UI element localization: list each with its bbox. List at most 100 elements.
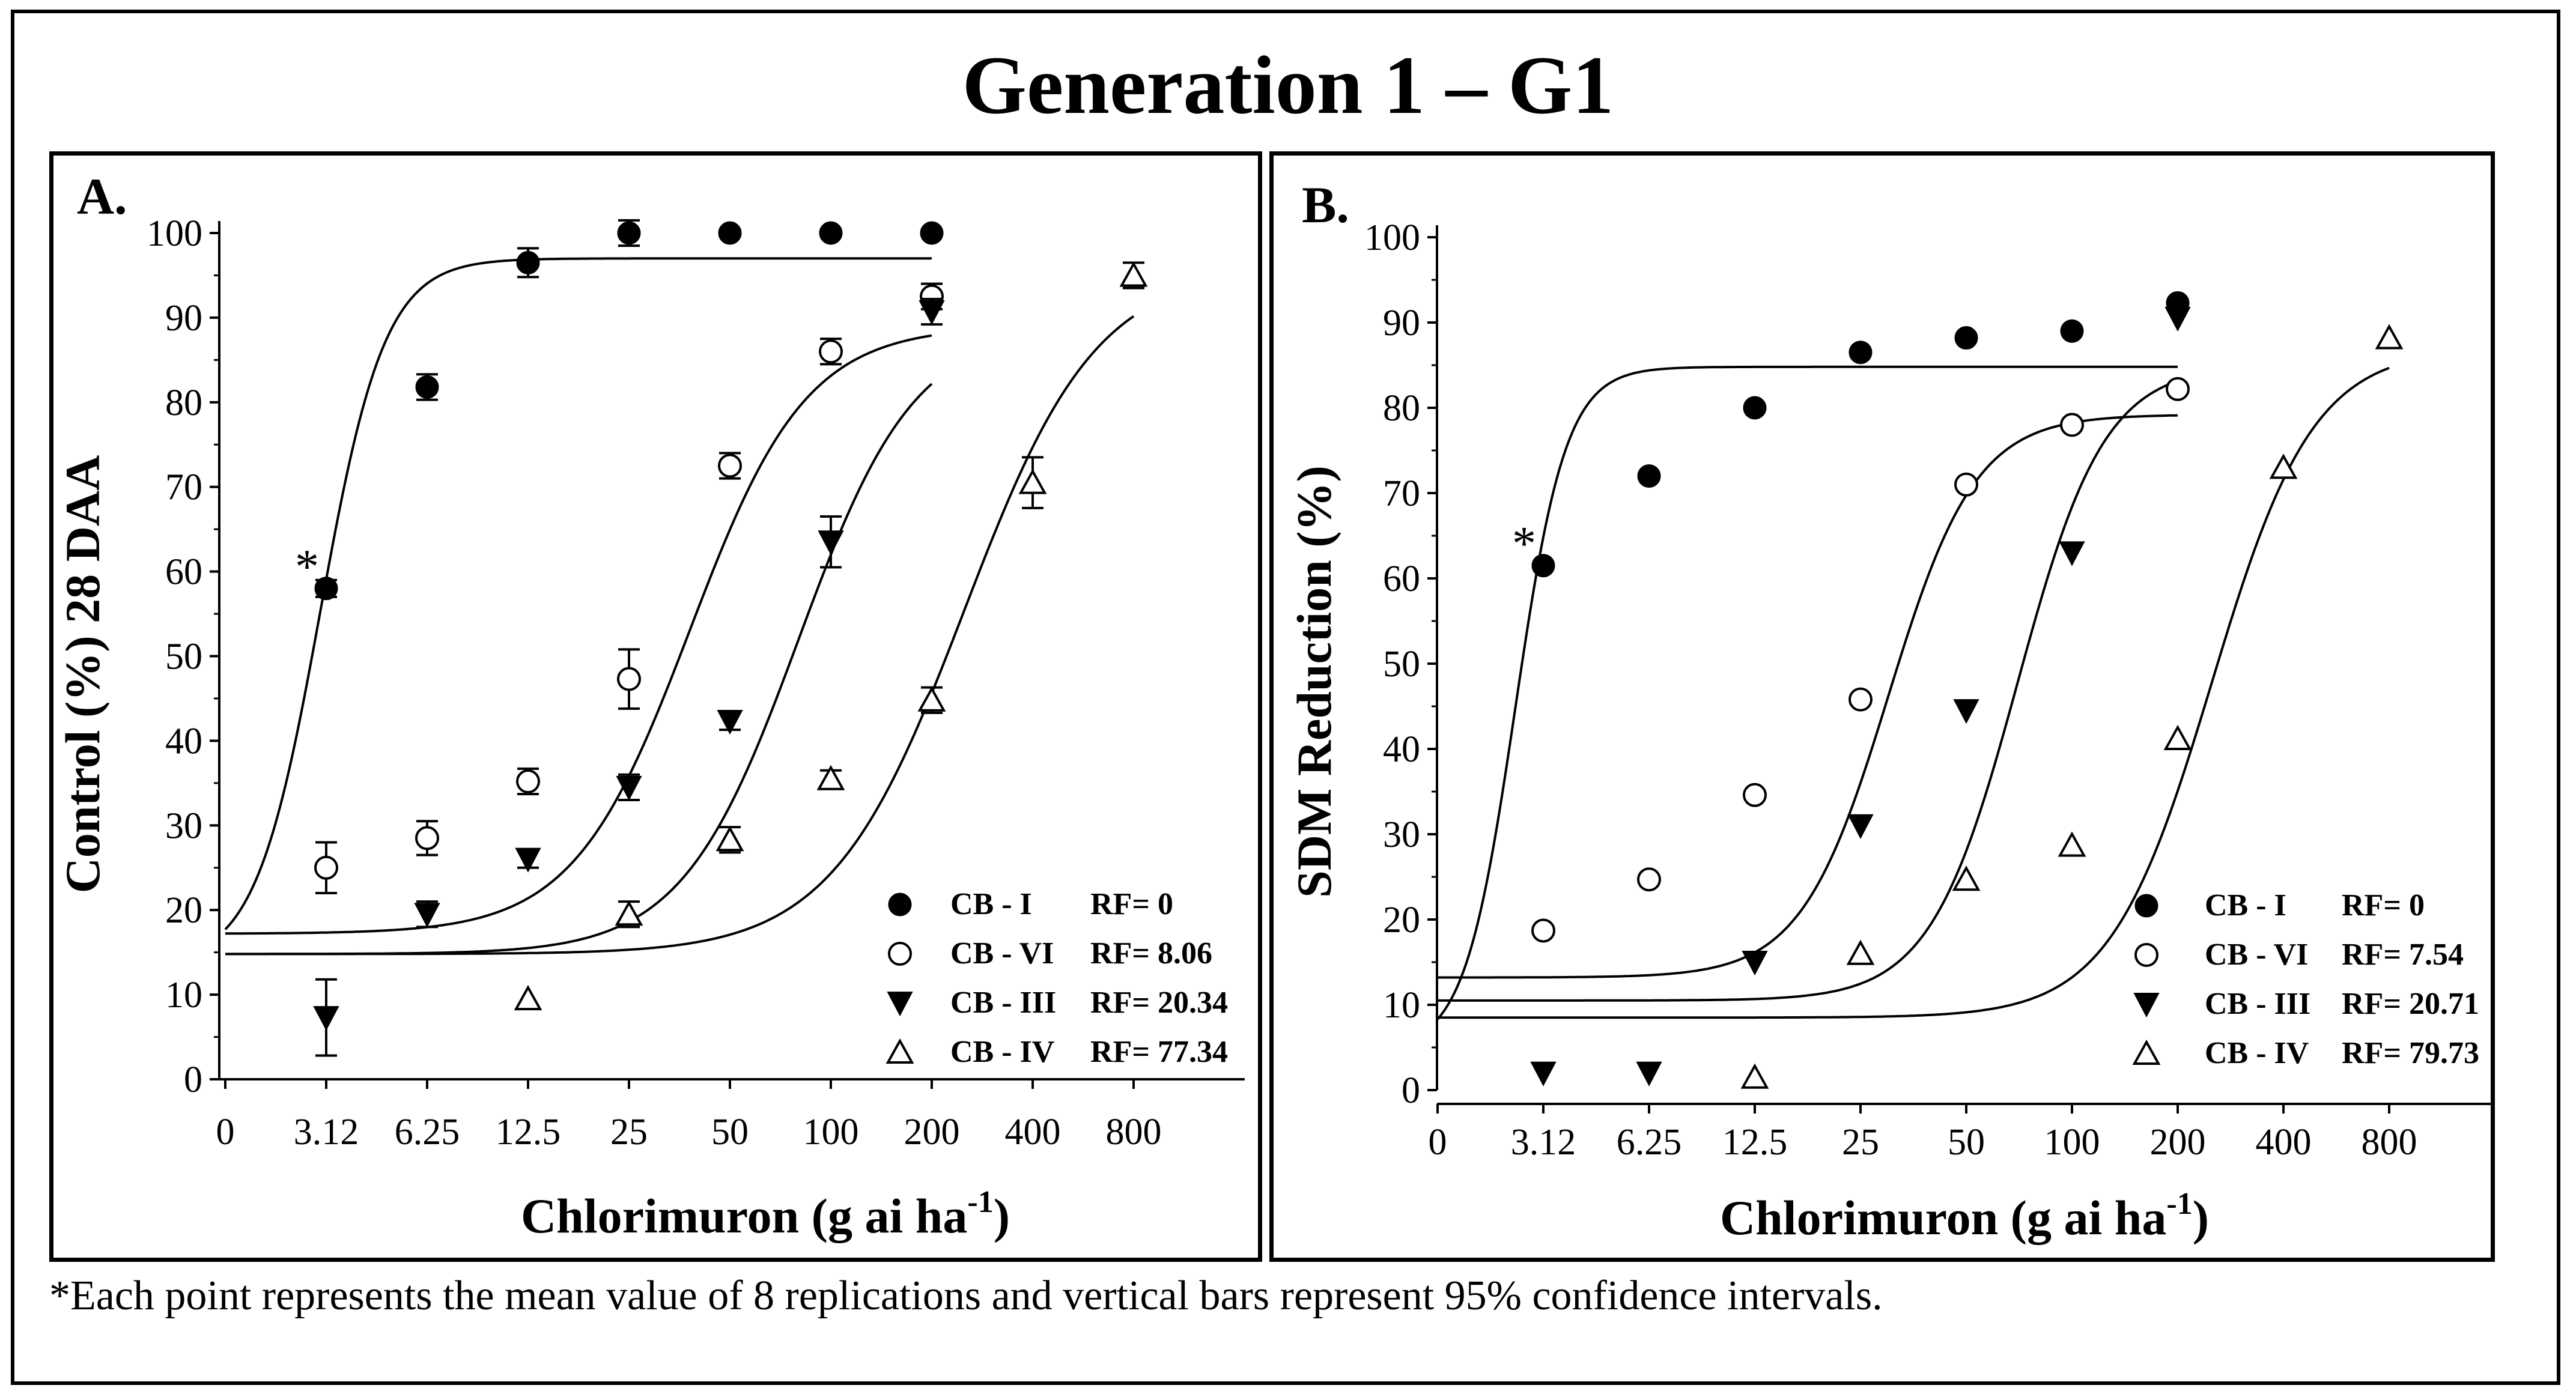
legend-rf: RF= 0 [1090,887,1173,921]
y-tick-label: 0 [1402,1070,1420,1111]
data-point [1742,951,1768,976]
x-tick-label: 800 [2362,1122,2417,1163]
data-point [313,1006,339,1031]
x-tick-label: 12.5 [1722,1122,1788,1163]
data-point [2164,306,2191,332]
x-tick-label: 200 [904,1112,960,1153]
legend-rf: RF= 20.71 [2342,987,2479,1021]
data-point [314,577,338,601]
data-point [2163,724,2192,750]
y-tick-label: 70 [1383,473,1420,514]
data-point [516,769,540,794]
data-point [1637,867,1661,892]
panel-a-frame [49,151,1262,1262]
y-tick-label: 20 [165,890,202,931]
data-point [617,221,641,245]
fit-curve [1438,366,2390,1019]
data-point [1743,396,1767,420]
data-point [1952,865,1981,891]
legend-marker [886,1038,914,1064]
data-point [515,847,541,873]
y-axis-title: Control (%) 28 DAA [55,455,110,894]
y-tick-label: 30 [1383,814,1420,855]
data-point [717,709,743,735]
y-tick-label: 100 [1364,217,1420,258]
data-point [314,855,338,880]
data-point [2166,377,2190,401]
y-tick-label: 50 [1383,644,1420,685]
y-tick-label: 90 [165,298,202,339]
data-point [1848,687,1873,712]
x-tick-label: 100 [2044,1122,2100,1163]
y-tick-label: 90 [1383,303,1420,344]
data-point [920,221,944,245]
legend-marker [887,992,913,1017]
data-point [2269,453,2298,479]
legend-rf: RF= 7.54 [2342,938,2464,972]
y-tick-label: 10 [1383,985,1420,1026]
x-tick-label: 3.12 [1511,1122,1576,1163]
x-tick-label: 3.12 [294,1112,359,1153]
data-point [1847,814,1874,839]
x-tick-label: 0 [1429,1122,1447,1163]
y-tick-label: 10 [165,975,202,1016]
x-tick-label: 50 [1948,1122,1985,1163]
y-tick-label: 100 [147,213,202,254]
fit-curve [1436,365,2178,1020]
legend-marker [888,942,912,966]
legend-marker [2134,894,2158,918]
data-point [818,530,844,556]
x-tick-label: 0 [216,1112,235,1153]
footnote: *Each point represents the mean value of… [49,1273,1883,1319]
legend-rf: RF= 77.34 [1090,1035,1228,1069]
x-tick-label: 400 [2256,1122,2312,1163]
data-point [819,339,843,364]
data-point [715,826,744,852]
data-point [1531,554,1555,578]
fit-curve [1438,380,2178,1002]
data-point [1018,468,1047,494]
legend-label: CB - VI [950,936,1054,971]
legend-rf: RF= 79.73 [2342,1036,2479,1070]
panel-b-frame [1269,151,2495,1262]
x-tick-label: 100 [803,1112,859,1153]
legend-marker [2133,993,2160,1018]
panel-letter: B. [1302,176,1349,234]
data-point [718,453,742,478]
data-point [1740,1063,1769,1089]
data-point [718,221,742,245]
x-tick-label: 6.25 [1617,1122,1682,1163]
data-point [514,985,542,1011]
data-point [1954,472,1978,497]
data-point [917,686,946,712]
y-tick-label: 0 [184,1059,202,1100]
y-axis-title: SDM Reduction (%) [1287,465,1341,898]
data-point [2375,324,2404,350]
x-tick-label: 25 [610,1112,648,1153]
data-point [1954,326,1978,350]
data-point [1637,464,1661,488]
legend-marker [2132,1039,2161,1065]
x-axis-title: Chlorimuron (g ai ha-1) [1720,1187,2209,1245]
x-tick-label: 200 [2150,1122,2206,1163]
data-point [1743,783,1767,807]
data-point [1848,341,1873,365]
y-tick-label: 60 [1383,559,1420,599]
data-point [919,300,945,326]
legend-marker [888,892,912,917]
legend-rf: RF= 0 [2342,888,2425,923]
data-point [816,765,845,790]
data-point [415,826,439,850]
data-point [819,221,843,245]
data-point [1953,699,1979,724]
y-tick-label: 40 [165,721,202,762]
data-point [1636,1061,1662,1086]
x-tick-label: 6.25 [395,1112,460,1153]
legend-label: CB - IV [2205,1036,2309,1070]
data-point [1846,939,1875,965]
data-point [2060,413,2084,437]
x-tick-label: 12.5 [496,1112,561,1153]
x-tick-label: 400 [1005,1112,1061,1153]
legend-marker [2134,943,2158,967]
